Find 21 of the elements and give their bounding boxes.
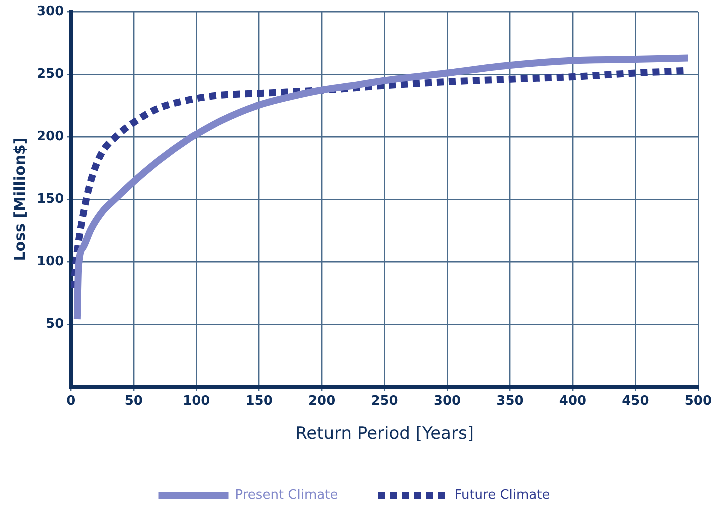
y-tick-label: 100 <box>36 254 64 270</box>
x-tick-label: 450 <box>622 394 650 410</box>
text: Future Climate <box>454 488 550 503</box>
x-tick-label: 250 <box>371 394 398 410</box>
y-tick-label: 250 <box>36 66 64 82</box>
x-tick-label: 0 <box>66 394 76 410</box>
x-axis-title: Return Period [Years] <box>296 424 474 444</box>
text: Present Climate <box>235 488 338 503</box>
y-tick-label: 150 <box>36 192 64 207</box>
y-tick-label: 200 <box>36 129 64 144</box>
x-tick-label: 100 <box>183 394 210 410</box>
y-axis-title: Loss [Million$] <box>10 138 29 262</box>
x-tick-label: 50 <box>124 394 143 410</box>
x-tick-label: 400 <box>559 394 587 410</box>
x-tick-label: 350 <box>496 394 524 410</box>
y-tick-label: 300 <box>36 4 64 20</box>
x-tick-label: 150 <box>246 394 273 410</box>
x-tick-label: 300 <box>434 394 462 410</box>
x-tick-label: 500 <box>684 394 712 410</box>
y-tick-label: 50 <box>46 316 64 332</box>
x-tick-label: 200 <box>308 394 336 410</box>
